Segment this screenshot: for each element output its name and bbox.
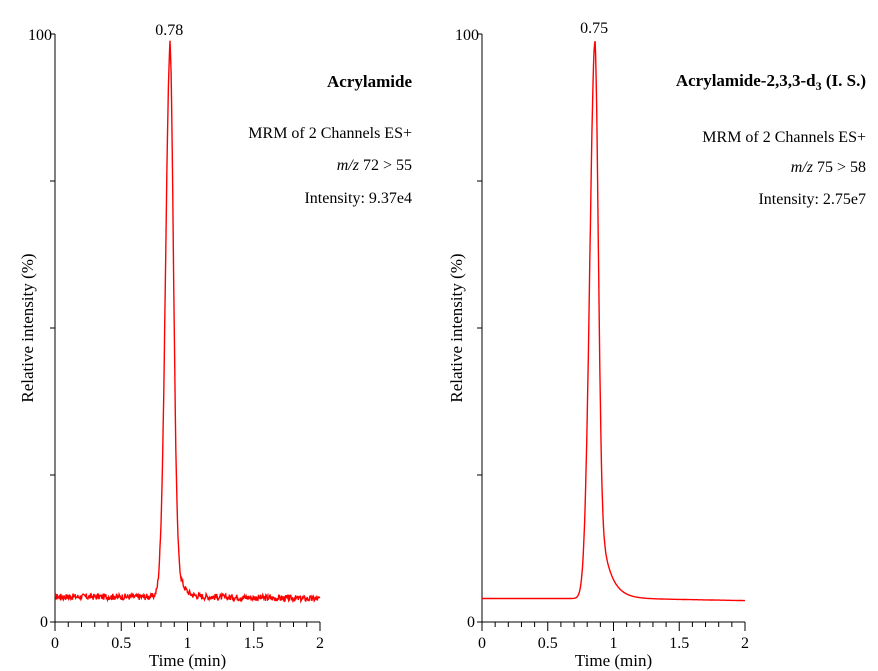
x-tick-label: 0 xyxy=(478,635,486,652)
x-tick-label: 0.5 xyxy=(538,635,558,652)
y-tick-label: 0 xyxy=(40,614,48,631)
chromatogram-trace xyxy=(54,40,321,604)
compound-title: Acrylamide-2,3,3-d3 (I. S.) xyxy=(676,71,866,93)
y-tick-label: 0 xyxy=(467,614,475,631)
x-tick-label: 1 xyxy=(184,635,192,652)
compound-suffix: (I. S.) xyxy=(822,71,866,90)
transition-label: m/z 75 > 58 xyxy=(791,159,866,176)
x-tick-label: 1.5 xyxy=(244,635,264,652)
x-axis-title: Time (min) xyxy=(149,651,226,670)
peak-retention-label: 0.75 xyxy=(580,20,608,37)
compound-subscript: 3 xyxy=(816,79,822,93)
y-tick-label: 100 xyxy=(28,27,52,44)
y-axis-title: Relative intensity (%) xyxy=(447,253,466,402)
chromatogram-trace xyxy=(482,40,745,602)
transition-value: 72 > 55 xyxy=(359,157,412,174)
x-tick-label: 2 xyxy=(741,635,749,652)
x-axis-title: Time (min) xyxy=(575,651,652,670)
compound-title: Acrylamide xyxy=(327,72,412,91)
mz-label: m/z xyxy=(337,157,360,174)
mrm-channels-label: MRM of 2 Channels ES+ xyxy=(248,125,412,142)
x-tick-label: 1.5 xyxy=(669,635,689,652)
y-axis-title: Relative intensity (%) xyxy=(18,253,37,402)
compound-name: Acrylamide xyxy=(327,72,412,91)
x-tick-label: 0.5 xyxy=(111,635,131,652)
x-tick-label: 0 xyxy=(51,635,59,652)
x-tick-label: 1 xyxy=(610,635,618,652)
peak-retention-label: 0.78 xyxy=(155,22,183,39)
compound-name: Acrylamide-2,3,3-d xyxy=(676,71,816,90)
x-tick-label: 2 xyxy=(316,635,324,652)
transition-value: 75 > 58 xyxy=(813,159,866,176)
transition-label: m/z 72 > 55 xyxy=(337,157,412,174)
y-tick-label: 100 xyxy=(455,27,479,44)
chromatogram-panel-1: 0 100 0 0.5 1 1.5 2 Time (min) Relative intensit… xyxy=(18,22,412,670)
intensity-label: Intensity: 9.37e4 xyxy=(304,190,412,207)
mrm-channels-label: MRM of 2 Channels ES+ xyxy=(702,129,866,146)
intensity-label: Intensity: 2.75e7 xyxy=(758,191,866,208)
mz-label: m/z xyxy=(791,159,814,176)
chromatogram-panel-2: 0 100 0 0.5 1 1.5 2 Time (min) Relative intensit… xyxy=(447,20,866,670)
